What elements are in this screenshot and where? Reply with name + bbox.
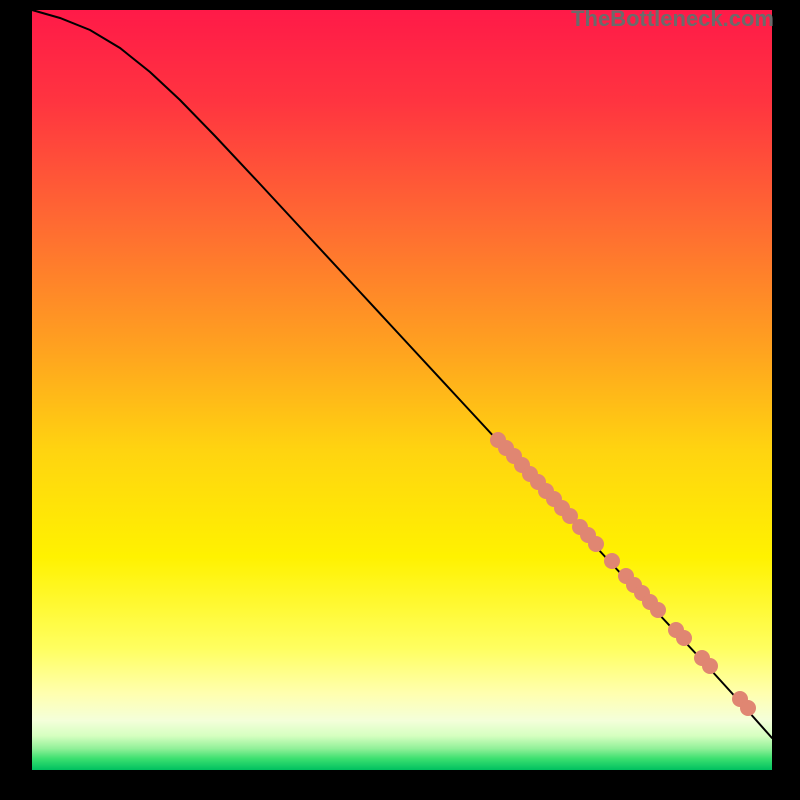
data-point <box>604 553 620 569</box>
plot-background <box>32 10 772 770</box>
data-point <box>588 536 604 552</box>
data-point <box>676 630 692 646</box>
data-point <box>740 700 756 716</box>
watermark-text: TheBottleneck.com <box>571 6 774 32</box>
data-point <box>702 658 718 674</box>
data-point <box>650 602 666 618</box>
